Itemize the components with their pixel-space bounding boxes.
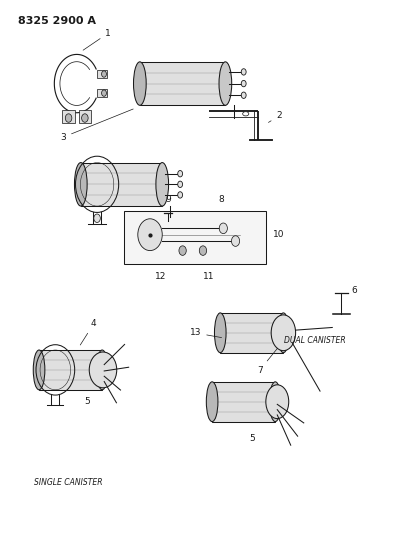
Text: 2: 2 (268, 111, 281, 123)
Text: 5: 5 (248, 434, 254, 443)
Text: 8325 2900 A: 8325 2900 A (18, 16, 95, 26)
Circle shape (101, 71, 106, 77)
Polygon shape (97, 89, 107, 98)
Polygon shape (79, 110, 91, 123)
Text: 6: 6 (351, 286, 357, 295)
Polygon shape (139, 62, 225, 106)
Ellipse shape (177, 192, 182, 198)
Ellipse shape (265, 385, 288, 418)
Bar (123, 211, 265, 264)
Ellipse shape (270, 315, 295, 351)
Circle shape (178, 246, 186, 255)
Ellipse shape (269, 382, 280, 422)
Circle shape (94, 214, 100, 222)
Ellipse shape (214, 313, 225, 353)
Ellipse shape (206, 382, 218, 422)
Ellipse shape (177, 181, 182, 188)
Text: DUAL CANISTER: DUAL CANISTER (284, 336, 345, 345)
Ellipse shape (218, 62, 231, 106)
Polygon shape (211, 382, 274, 422)
Circle shape (89, 352, 117, 388)
Polygon shape (39, 350, 102, 390)
Circle shape (81, 114, 88, 122)
Circle shape (231, 236, 239, 246)
Ellipse shape (240, 92, 245, 99)
Text: 11: 11 (203, 272, 214, 281)
Ellipse shape (96, 350, 108, 390)
Ellipse shape (277, 313, 288, 353)
Polygon shape (97, 70, 107, 78)
Text: 7: 7 (256, 348, 277, 375)
Circle shape (65, 114, 72, 122)
Text: 12: 12 (154, 272, 166, 281)
Ellipse shape (133, 62, 146, 106)
Text: SINGLE CANISTER: SINGLE CANISTER (34, 478, 102, 487)
Text: 5: 5 (84, 397, 90, 406)
Ellipse shape (74, 163, 87, 206)
Text: 9: 9 (165, 195, 171, 204)
Circle shape (101, 90, 106, 96)
Ellipse shape (33, 350, 45, 390)
Text: 10: 10 (273, 230, 284, 239)
Ellipse shape (240, 80, 245, 87)
Circle shape (219, 223, 227, 233)
Text: 3: 3 (60, 109, 133, 142)
Circle shape (137, 219, 162, 251)
Ellipse shape (242, 112, 248, 116)
Text: 1: 1 (83, 29, 111, 50)
Text: 8: 8 (218, 195, 224, 204)
Text: 4: 4 (80, 319, 97, 345)
Polygon shape (62, 110, 74, 123)
Polygon shape (220, 313, 283, 353)
Ellipse shape (240, 69, 245, 75)
Ellipse shape (155, 163, 168, 206)
Ellipse shape (177, 171, 182, 177)
Polygon shape (81, 163, 162, 206)
Text: 13: 13 (189, 328, 221, 337)
Circle shape (199, 246, 206, 255)
